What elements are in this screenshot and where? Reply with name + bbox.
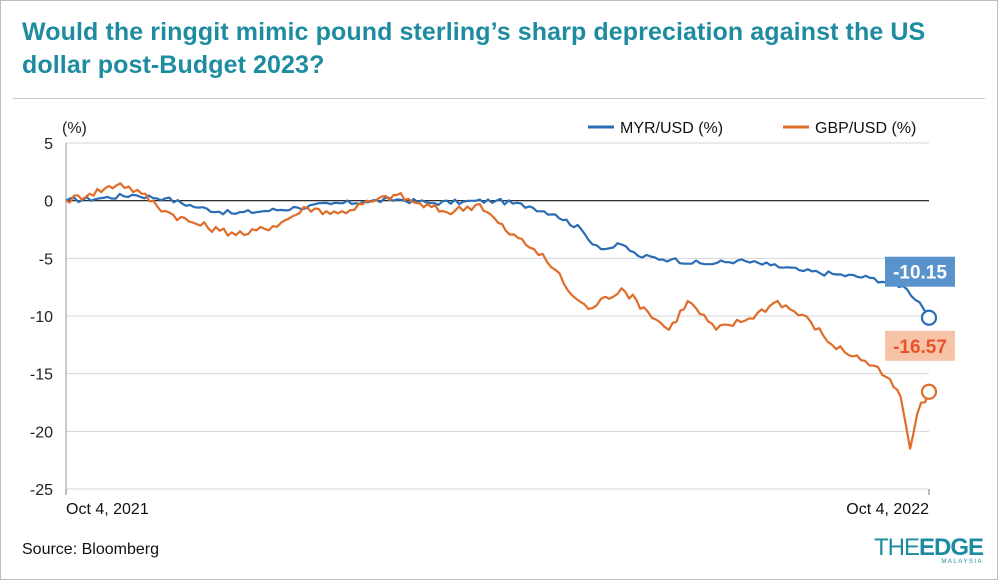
- y-tick-label: -20: [30, 424, 53, 441]
- end-value-label-gbp: -16.57: [893, 337, 947, 358]
- y-tick-label: -25: [30, 482, 53, 499]
- x-tick-label-start: Oct 4, 2021: [66, 501, 149, 518]
- series-line-myr: [65, 192, 930, 319]
- end-value-badge-gbp: [885, 330, 955, 361]
- legend-label: MYR/USD (%): [620, 120, 723, 137]
- x-tick-label-end: Oct 4, 2022: [846, 501, 929, 518]
- chart-title: Would the ringgit mimic pound sterling’s…: [22, 18, 926, 79]
- y-tick-label: -10: [30, 309, 53, 326]
- the-edge-logo: THEEDGE MALAYSIA: [873, 534, 984, 566]
- y-tick-label: -15: [30, 367, 53, 384]
- title-divider: [13, 98, 985, 99]
- legend-label: GBP/USD (%): [815, 120, 916, 137]
- y-tick-label: -5: [39, 251, 53, 268]
- source-note: Source: Bloomberg: [22, 541, 159, 558]
- end-marker-myr: [920, 309, 938, 326]
- end-value-badge-myr: [885, 256, 955, 287]
- end-value-label-myr: -10.15: [893, 263, 947, 284]
- y-tick-label: 0: [44, 194, 53, 211]
- end-marker-gbp: [920, 383, 938, 400]
- y-axis-label: (%): [62, 120, 87, 137]
- y-tick-label: 5: [44, 136, 53, 153]
- series-line-gbp: [65, 182, 931, 450]
